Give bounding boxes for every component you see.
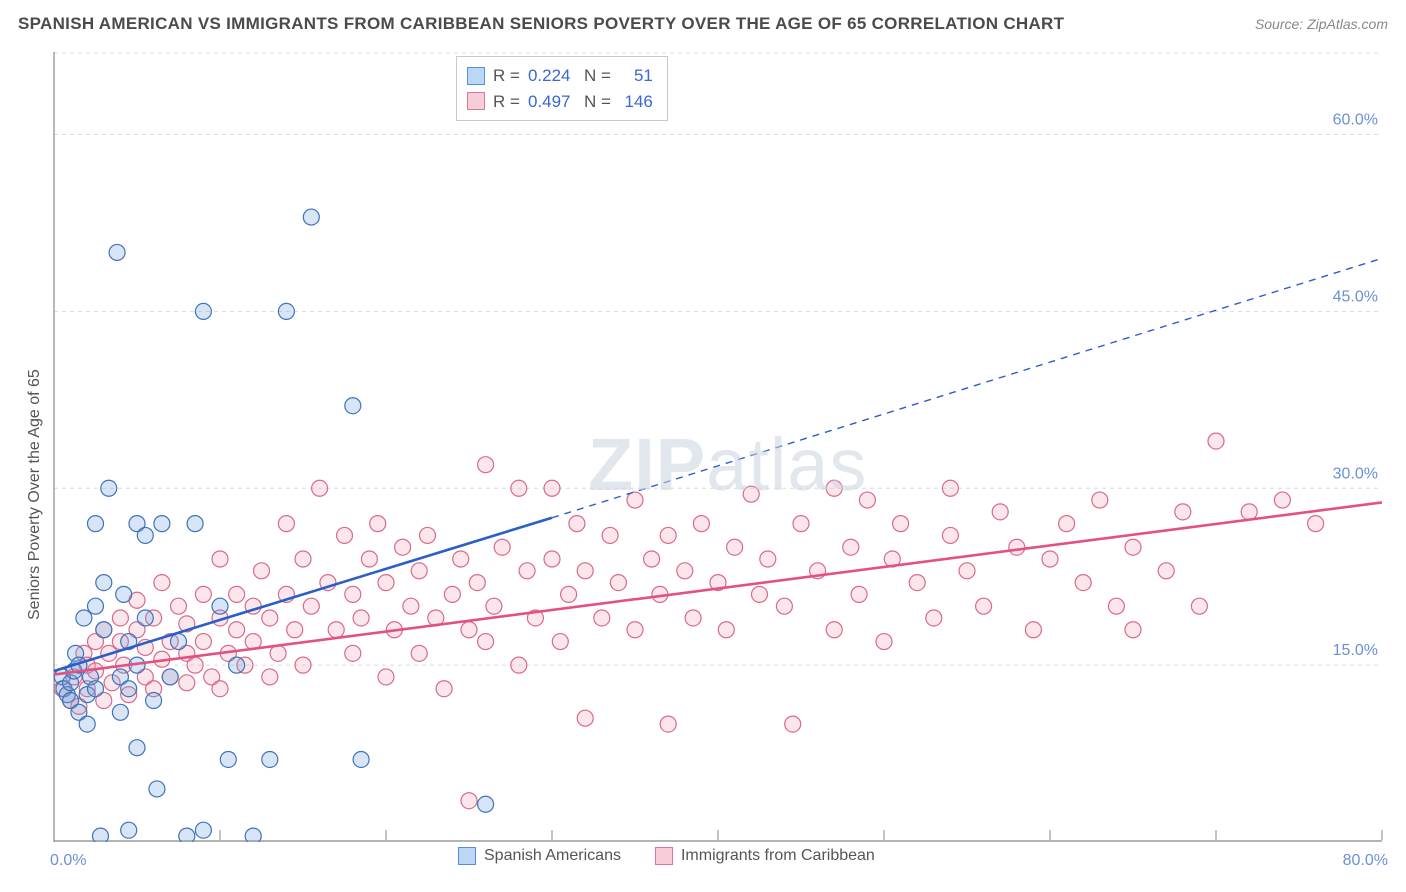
legend-label-caribbean: Immigrants from Caribbean	[681, 847, 875, 865]
chart-container: 15.0%30.0%45.0%60.0% ZIPatlas R = 0.224 …	[48, 52, 1388, 842]
stats-row-caribbean: R = 0.497 N = 146	[467, 89, 653, 115]
n-value-caribbean: 146	[619, 89, 653, 115]
swatch-blue-icon	[467, 67, 485, 85]
chart-title: SPANISH AMERICAN VS IMMIGRANTS FROM CARI…	[18, 14, 1064, 34]
x-axis-min-label: 0.0%	[50, 852, 86, 870]
source-attribution: Source: ZipAtlas.com	[1255, 16, 1388, 32]
svg-text:15.0%: 15.0%	[1333, 642, 1378, 659]
swatch-blue-icon	[458, 847, 476, 865]
svg-text:60.0%: 60.0%	[1333, 112, 1378, 129]
stats-legend-box: R = 0.224 N = 51 R = 0.497 N = 146	[456, 56, 668, 121]
r-value-caribbean: 0.497	[528, 89, 576, 115]
svg-text:30.0%: 30.0%	[1333, 465, 1378, 482]
x-axis-max-label: 80.0%	[1343, 852, 1388, 870]
r-value-spanish: 0.224	[528, 63, 576, 89]
swatch-pink-icon	[655, 847, 673, 865]
svg-text:45.0%: 45.0%	[1333, 288, 1378, 305]
stats-row-spanish: R = 0.224 N = 51	[467, 63, 653, 89]
n-value-spanish: 51	[619, 63, 653, 89]
y-axis-title: Seniors Poverty Over the Age of 65	[26, 369, 44, 620]
swatch-pink-icon	[467, 92, 485, 110]
bottom-legend: Spanish Americans Immigrants from Caribb…	[458, 847, 875, 865]
scatter-plot: 15.0% 30.0% 45.0% 60.0%	[48, 52, 1388, 842]
legend-label-spanish: Spanish Americans	[484, 847, 621, 865]
